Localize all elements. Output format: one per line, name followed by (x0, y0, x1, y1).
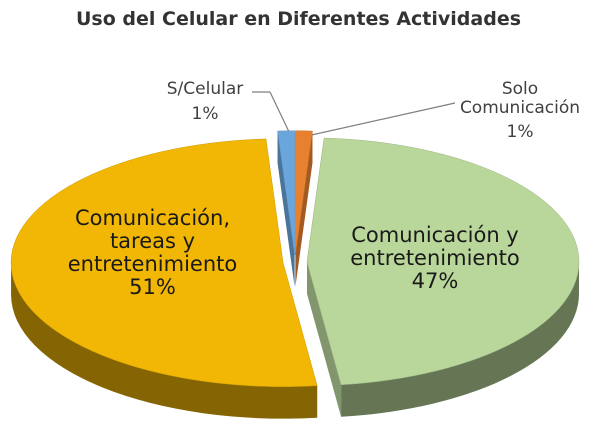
slice (306, 137, 580, 386)
slice (277, 130, 295, 255)
value-label: 51% (129, 275, 176, 300)
category-label: Comunicación y entretenimiento (350, 223, 520, 271)
slice-side (277, 131, 295, 287)
value-label: 1% (506, 122, 534, 143)
category-label: S/Celular (166, 79, 244, 99)
leader-line (269, 91, 292, 137)
data-label: Solo Comunicación 1% (450, 80, 590, 142)
category-label: Solo Comunicación (459, 79, 581, 118)
slice-side (306, 261, 342, 417)
value-label: 1% (191, 103, 219, 124)
slice (295, 130, 313, 255)
slice-side (11, 262, 318, 419)
data-label: Comunicación y entretenimiento 47% (325, 223, 545, 294)
category-label: Comunicación, tareas y entretenimiento (67, 206, 238, 277)
data-label: Comunicación, tareas y entretenimiento 51… (55, 206, 250, 300)
data-label: S/Celular 1% (150, 80, 260, 123)
slice-side (295, 131, 313, 287)
value-label: 47% (411, 269, 459, 294)
slice-side (341, 261, 579, 417)
slice (10, 138, 318, 387)
leader-line (306, 102, 456, 137)
chart-title: Uso del Celular en Diferentes Actividade… (75, 8, 522, 30)
